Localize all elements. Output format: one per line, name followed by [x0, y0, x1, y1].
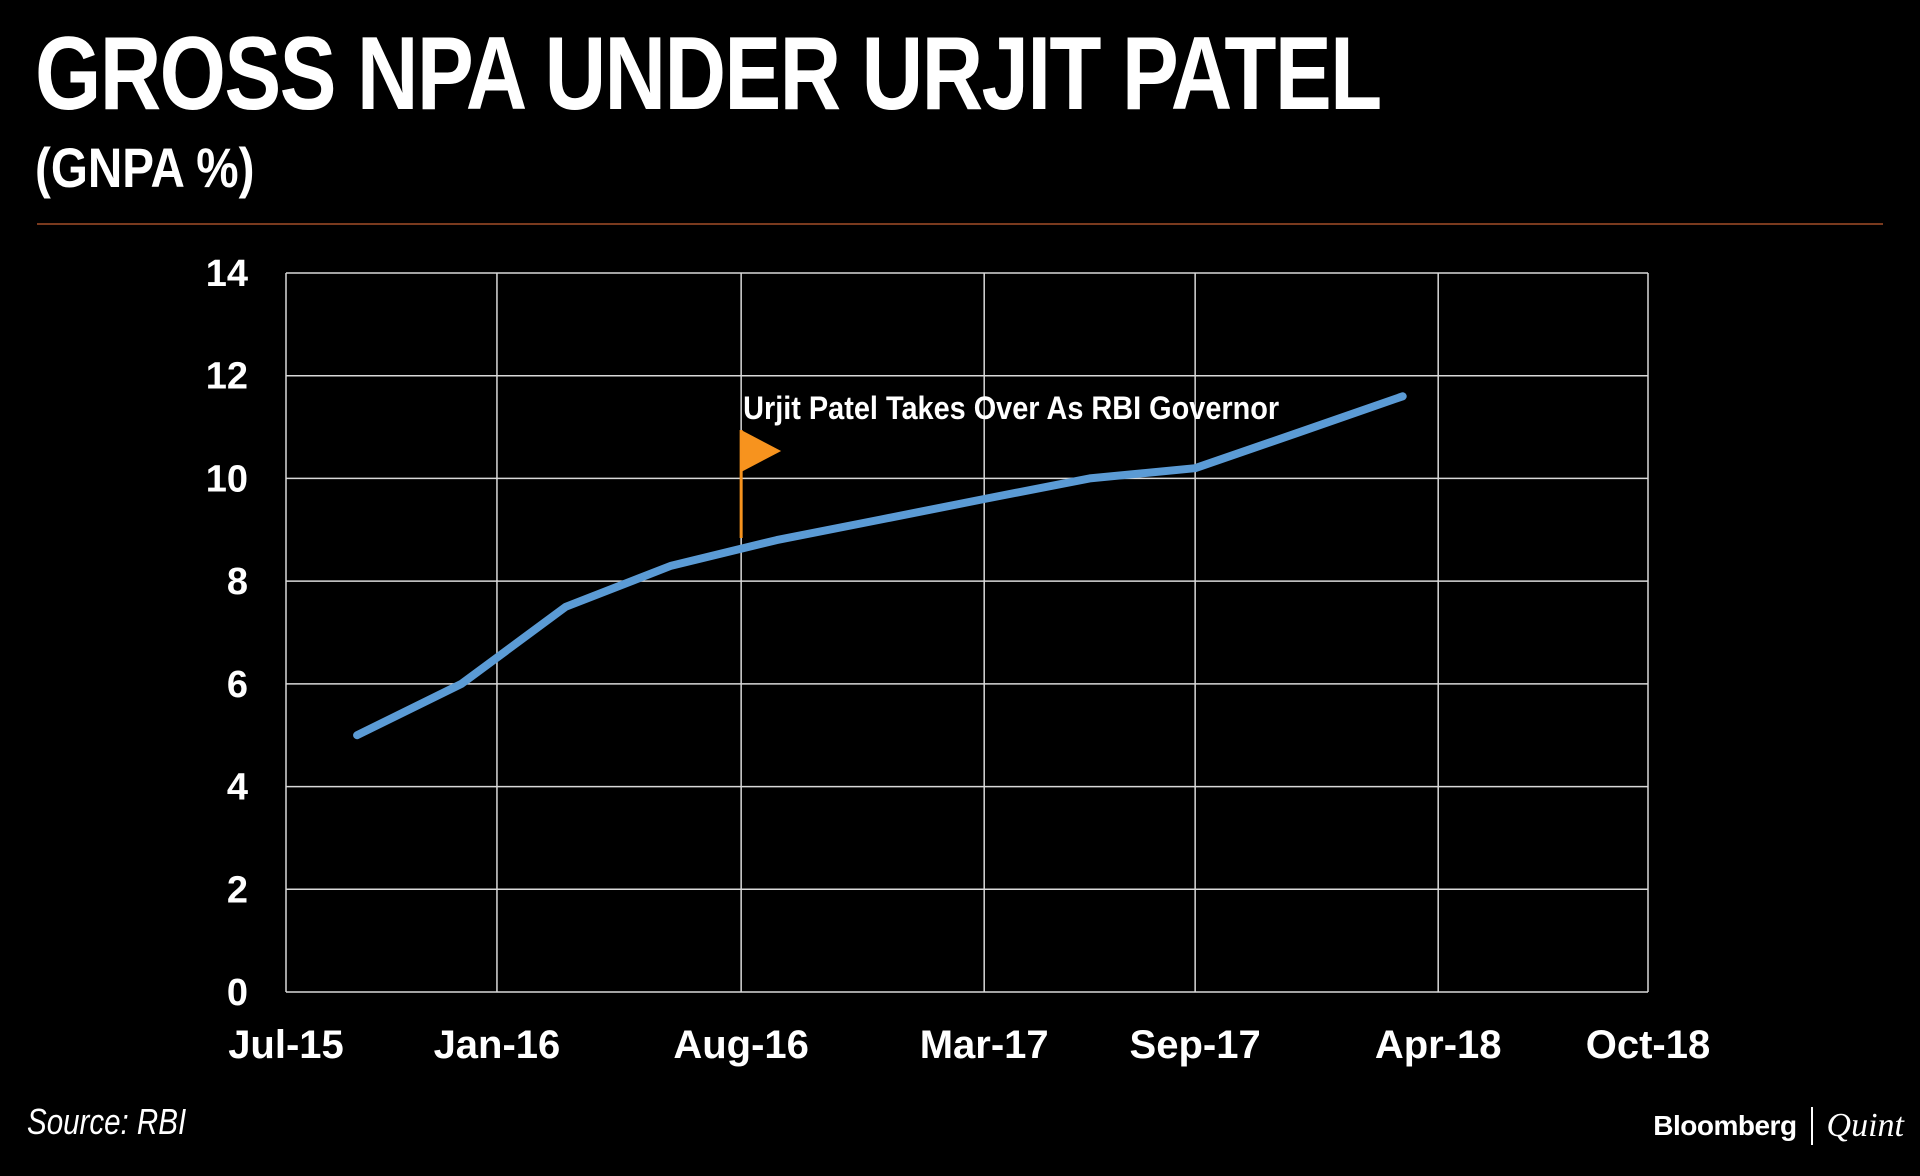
y-tick-label: 0 [227, 972, 248, 1014]
x-tick-label: Oct-18 [1586, 1023, 1711, 1067]
y-tick-label: 12 [206, 356, 248, 398]
y-tick-label: 8 [227, 561, 248, 603]
source-note: Source: RBI [27, 1101, 187, 1142]
x-tick-label: Sep-17 [1130, 1023, 1261, 1067]
y-tick-label: 14 [206, 253, 248, 295]
brand-primary: Bloomberg [1653, 1110, 1797, 1141]
line-chart: 0 2 4 6 8 10 12 14 Jul-15 Jan-16 Aug-16 Mar-17 Sep-1… [206, 253, 1711, 1067]
brand-logo: Bloomberg Quint [1653, 1106, 1904, 1146]
x-tick-label: Jan-16 [434, 1023, 561, 1067]
x-tick-label: Jul-15 [228, 1023, 344, 1067]
y-tick-label: 6 [227, 664, 248, 706]
brand-secondary: Quint [1826, 1107, 1904, 1144]
y-tick-label: 10 [206, 458, 248, 500]
y-tick-label: 2 [227, 869, 248, 911]
chart-title: GROSS NPA UNDER URJIT PATEL [35, 16, 1382, 132]
annotation-label: Urjit Patel Takes Over As RBI Governor [743, 390, 1279, 426]
x-tick-label: Apr-18 [1375, 1023, 1502, 1067]
brand-separator [1810, 1107, 1813, 1145]
y-tick-label: 4 [227, 767, 248, 809]
x-tick-label: Mar-17 [920, 1023, 1049, 1067]
x-tick-label: Aug-16 [673, 1023, 809, 1067]
flag-icon [741, 430, 782, 472]
header-divider [37, 223, 1883, 225]
chart-subtitle: (GNPA %) [35, 136, 255, 199]
